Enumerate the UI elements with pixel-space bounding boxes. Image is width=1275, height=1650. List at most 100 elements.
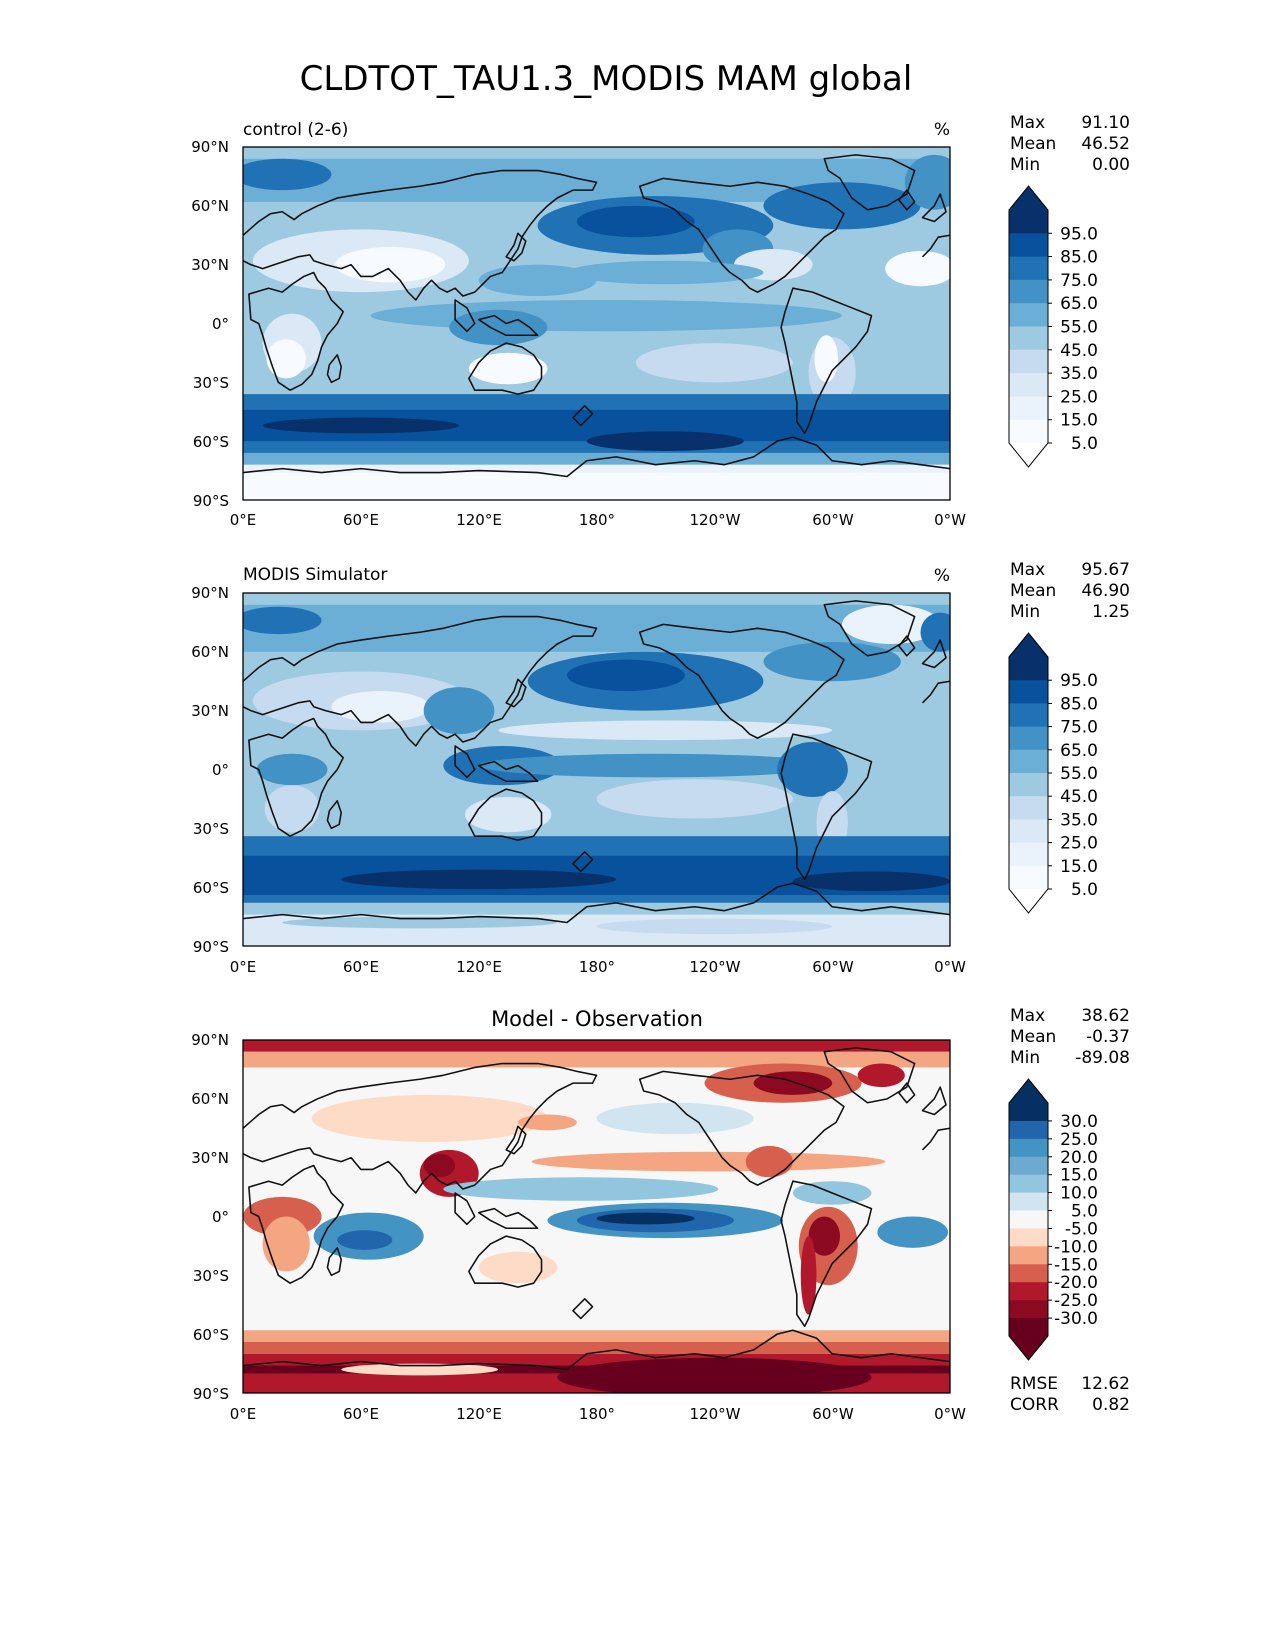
colorbar-label: 35.0: [1060, 810, 1098, 830]
colorbar-label: 45.0: [1060, 787, 1098, 807]
figure-title: CLDTOT_TAU1.3_MODIS MAM global: [300, 59, 913, 99]
colorbar-label: 45.0: [1060, 341, 1098, 361]
colorbar-segment: [1009, 233, 1048, 258]
colorbar-label: -15.0: [1054, 1255, 1098, 1275]
y-tick-label: 60°N: [191, 643, 229, 661]
units-label: %: [934, 566, 950, 586]
x-tick-label: 0°W: [934, 958, 966, 976]
colorbar-label: 15.0: [1060, 857, 1098, 877]
colorbar-segment: [1009, 1282, 1048, 1301]
colorbar-segment: [1009, 1300, 1048, 1319]
stats-block: Max 95.67 Mean 46.90 Min 1.25: [1010, 560, 1130, 622]
y-tick-label: 60°N: [191, 197, 229, 215]
colorbar-label: 10.0: [1060, 1184, 1098, 1204]
y-tick-label: 0°: [212, 761, 229, 779]
colorbar-label: -10.0: [1054, 1237, 1098, 1257]
stat-value: 0.00: [1092, 155, 1130, 175]
panel-obs: MODIS Simulator %: [191, 560, 1130, 976]
colorbar-extend-top: [1009, 186, 1048, 210]
colorbar-label: -5.0: [1065, 1219, 1098, 1239]
y-tick-label: 90°N: [191, 584, 229, 602]
colorbar-label: 25.0: [1060, 1130, 1098, 1150]
stat-value: -89.08: [1075, 1048, 1130, 1068]
stat-label: Max: [1010, 560, 1045, 580]
y-tick-label: 30°N: [191, 256, 229, 274]
stats-block: Max 91.10 Mean 46.52 Min 0.00: [1010, 113, 1130, 175]
x-tick-label: 120°E: [456, 1405, 502, 1423]
x-tick-label: 0°W: [934, 1405, 966, 1423]
colorbar-segment: [1009, 1138, 1048, 1158]
colorbar-label: 55.0: [1060, 318, 1098, 338]
colorbar-label: 20.0: [1060, 1148, 1098, 1168]
stat-value: -0.37: [1086, 1027, 1130, 1047]
stats-block: Max 38.62 Mean -0.37 Min -89.08: [1010, 1006, 1130, 1068]
y-tick-label: 60°S: [193, 879, 229, 897]
panel-title: MODIS Simulator: [243, 565, 387, 585]
colorbar-label: 75.0: [1060, 718, 1098, 738]
x-tick-label: 60°W: [812, 1405, 854, 1423]
colorbar-segment: [1009, 279, 1048, 304]
colorbar-segment: [1009, 1318, 1048, 1337]
x-tick-label: 180°: [579, 1405, 615, 1423]
colorbar-segment: [1009, 1174, 1048, 1194]
map-frame: [242, 146, 951, 501]
x-tick-label: 120°W: [690, 511, 741, 529]
stat-value: 95.67: [1081, 560, 1130, 580]
colorbar-segment: [1009, 396, 1048, 421]
map-field: [243, 593, 950, 946]
stat-value: 46.52: [1081, 134, 1130, 154]
colorbar-segment: [1009, 657, 1048, 681]
y-tick-label: 60°S: [193, 1326, 229, 1344]
y-tick-label: 30°N: [191, 702, 229, 720]
colorbar-segment: [1009, 1228, 1048, 1247]
stat-label: Mean: [1010, 134, 1056, 154]
colorbar-label: 5.0: [1071, 1202, 1098, 1222]
x-tick-label: 0°E: [230, 958, 257, 976]
y-tick-label: 0°: [212, 315, 229, 333]
stat-label: Mean: [1010, 1027, 1056, 1047]
colorbar-extend-bottom: [1009, 889, 1048, 913]
x-tick-label: 60°E: [343, 1405, 379, 1423]
colorbar-label: 85.0: [1060, 694, 1098, 714]
map-frame: [242, 592, 951, 947]
colorbar-segment: [1009, 419, 1048, 444]
colorbar-segment: [1009, 1103, 1048, 1122]
stat-label: RMSE: [1010, 1374, 1058, 1394]
colorbar-label: 75.0: [1060, 271, 1098, 291]
colorbar-segment: [1009, 373, 1048, 397]
colorbar-label: 65.0: [1060, 294, 1098, 314]
colorbar-label: 55.0: [1060, 764, 1098, 784]
colorbar-label: 85.0: [1060, 248, 1098, 268]
stat-label: Max: [1010, 1006, 1045, 1026]
colorbar-label: 95.0: [1060, 671, 1098, 691]
colorbar-extend-top: [1009, 633, 1048, 657]
colorbar: 95.0 85.0 75.0 65.0 55.0 45.0 35.0 25.0 15.0 5.0: [1008, 185, 1098, 468]
y-tick-label: 30°S: [193, 1267, 229, 1285]
colorbar-extend-bottom: [1009, 1336, 1048, 1360]
x-tick-label: 0°W: [934, 511, 966, 529]
x-tick-label: 60°E: [343, 958, 379, 976]
x-tick-label: 120°E: [456, 958, 502, 976]
colorbar-label: 65.0: [1060, 741, 1098, 761]
colorbar-segment: [1009, 796, 1048, 820]
stat-value: 0.82: [1092, 1395, 1130, 1415]
colorbar-segment: [1009, 749, 1048, 774]
stat-value: 38.62: [1081, 1006, 1130, 1026]
colorbar-extend-top: [1009, 1079, 1048, 1103]
colorbar-label: 25.0: [1060, 387, 1098, 407]
y-tick-label: 30°S: [193, 374, 229, 392]
y-tick-label: 60°N: [191, 1090, 229, 1108]
colorbar-label: 15.0: [1060, 411, 1098, 431]
colorbar-segment: [1009, 1192, 1048, 1212]
colorbar-segment: [1009, 349, 1048, 374]
colorbar-segment: [1009, 1120, 1048, 1140]
stat-label: Mean: [1010, 581, 1056, 601]
colorbar-extend-bottom: [1009, 443, 1048, 467]
colorbar-segment: [1009, 865, 1048, 890]
x-tick-label: 180°: [579, 958, 615, 976]
stat-value: 91.10: [1081, 113, 1130, 133]
x-tick-label: 120°E: [456, 511, 502, 529]
colorbar-segment: [1009, 1264, 1048, 1283]
colorbar-label: 30.0: [1060, 1112, 1098, 1132]
